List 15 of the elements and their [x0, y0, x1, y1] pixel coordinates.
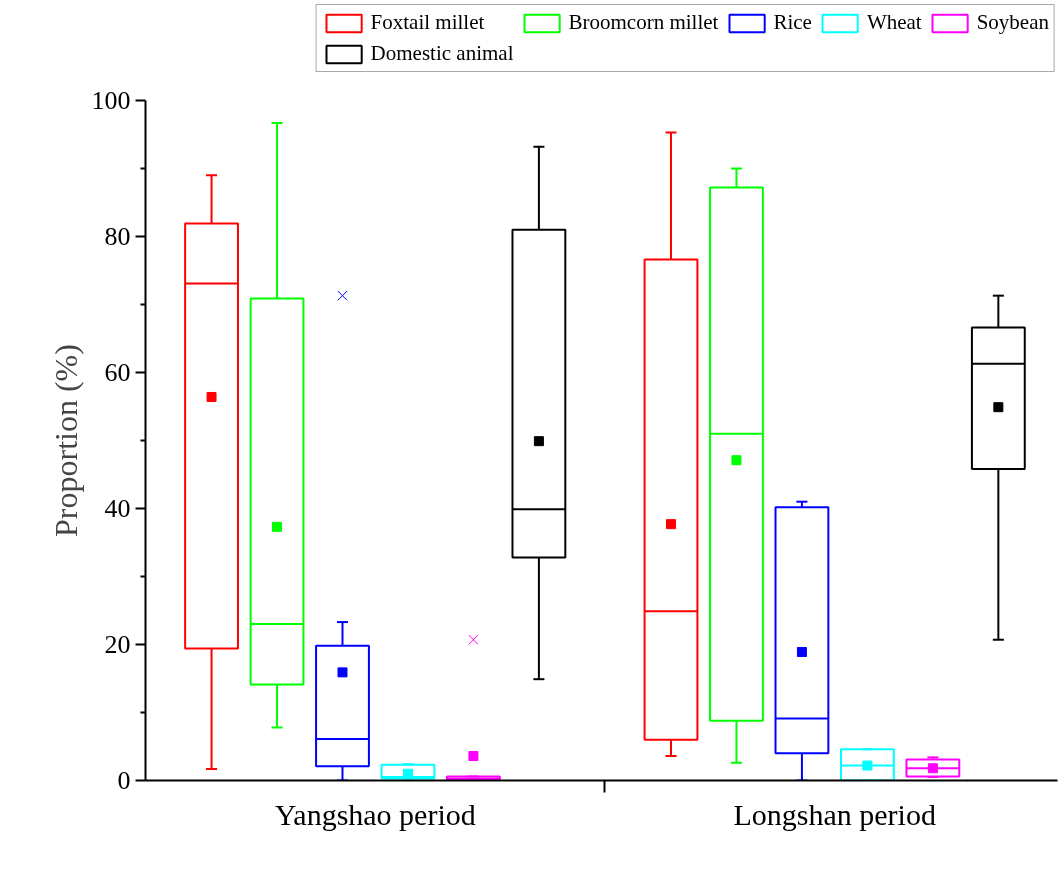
y-tick-label: 0 — [117, 766, 131, 795]
y-tick-label: 80 — [104, 222, 131, 251]
legend-label: Domestic animal — [370, 41, 514, 66]
legend-label: Rice — [773, 10, 812, 35]
y-axis-title: Proportion (%) — [47, 344, 84, 537]
x-tick-label: Yangshao period — [274, 797, 476, 831]
legend-label: Broomcorn millet — [568, 10, 719, 35]
y-tick-label: 60 — [104, 358, 131, 387]
legend-label: Wheat — [866, 10, 922, 35]
y-tick-label: 40 — [104, 494, 131, 523]
legend-label: Foxtail millet — [370, 10, 485, 35]
legend-label: Soybean — [976, 10, 1049, 35]
y-tick-label: 20 — [104, 630, 131, 659]
x-tick-label: Longshan period — [733, 797, 936, 831]
y-tick-label: 100 — [91, 86, 131, 115]
